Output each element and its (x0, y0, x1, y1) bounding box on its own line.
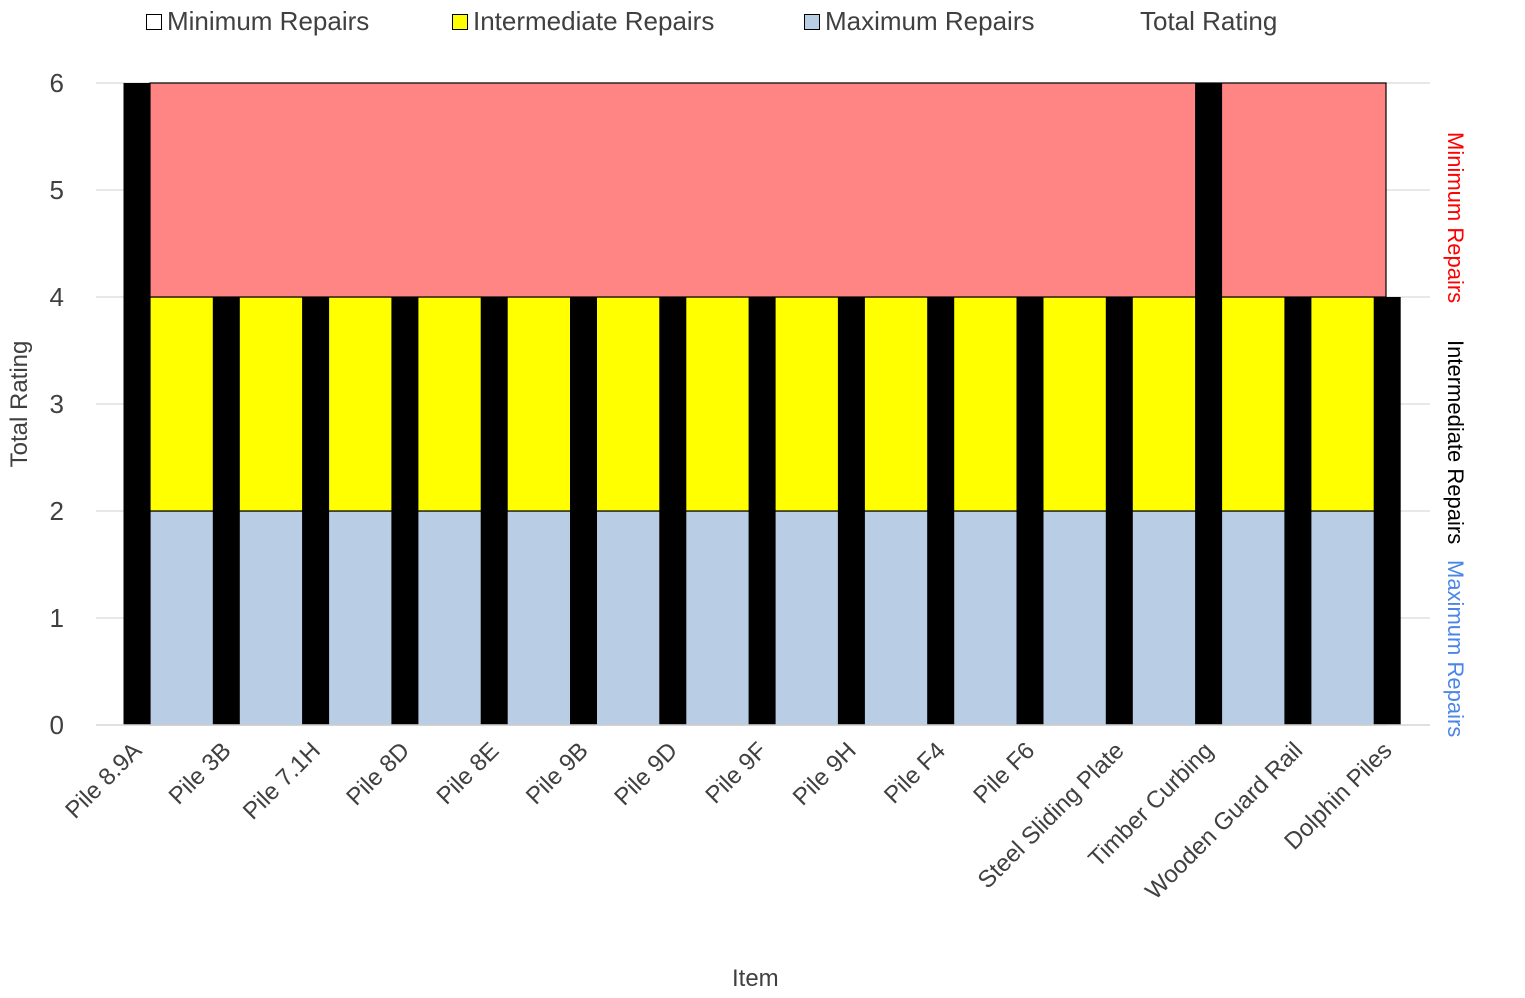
legend-swatch-intermediate (452, 13, 468, 30)
legend-item-total: Total Rating (1140, 6, 1277, 37)
x-tick-label: Pile 3B (164, 737, 237, 810)
x-tick-label: Pile 9H (788, 737, 862, 811)
bar-total-rating (659, 297, 687, 725)
x-tick-label: Wooden Guard Rail (1140, 737, 1308, 905)
x-tick-label: Pile 9B (521, 737, 594, 810)
bar-total-rating (1105, 297, 1133, 725)
zone-label-maximum-line2: Repairs (1443, 661, 1468, 738)
legend-swatch-minimum (146, 13, 162, 30)
legend-item-intermediate: Intermediate Repairs (452, 6, 714, 37)
zone-label-intermediate: Intermediate Repairs (1440, 340, 1470, 544)
bar-total-rating (391, 297, 419, 725)
y-tick-label: 1 (50, 603, 64, 633)
legend-label-minimum: Minimum Repairs (167, 6, 370, 36)
y-tick-label: 3 (50, 389, 64, 419)
legend-item-minimum: Minimum Repairs (146, 6, 369, 37)
x-tick-label: Pile 9F (700, 737, 772, 809)
zone-label-minimum-line1: Minimum (1443, 132, 1468, 222)
legend-label-total: Total Rating (1140, 6, 1278, 36)
total-rating-bars (123, 83, 1401, 725)
legend-swatch-maximum (804, 13, 820, 30)
bar-total-rating (1373, 297, 1401, 725)
zone-label-maximum: Maximum Repairs (1440, 560, 1470, 737)
bar-total-rating (123, 83, 151, 725)
bar-total-rating (1284, 297, 1312, 725)
x-tick-label: Pile 8D (341, 737, 415, 811)
y-tick-label: 6 (50, 68, 64, 98)
bar-total-rating (1195, 83, 1223, 725)
legend-label-maximum: Maximum Repairs (825, 6, 1035, 36)
zone-label-minimum: Minimum Repairs (1440, 132, 1470, 303)
x-tick-label: Pile 7.1H (238, 737, 326, 825)
bar-total-rating (570, 297, 597, 725)
x-tick-label: Pile 8E (432, 737, 505, 810)
zone-label-minimum-line2: Repairs (1443, 227, 1468, 304)
y-tick-label: 0 (50, 710, 64, 740)
y-axis-ticks: 0 1 2 3 4 5 6 (50, 68, 64, 740)
bar-total-rating (927, 297, 955, 725)
zone-label-maximum-line1: Maximum (1443, 560, 1468, 656)
x-tick-label: Pile 8.9A (60, 737, 147, 824)
x-axis-title: Item (732, 965, 779, 992)
y-tick-label: 4 (50, 282, 64, 312)
bar-total-rating (1016, 297, 1044, 725)
bar-total-rating (837, 297, 865, 725)
x-tick-label: Pile 9D (609, 737, 683, 811)
zone-label-intermediate-line1: Intermediate (1443, 340, 1468, 463)
bar-total-rating (212, 297, 240, 725)
legend: Minimum Repairs Intermediate Repairs Max… (0, 6, 1525, 40)
legend-item-maximum: Maximum Repairs (804, 6, 1035, 37)
bar-total-rating (302, 297, 330, 725)
x-tick-label: Pile F4 (879, 737, 951, 809)
legend-label-intermediate: Intermediate Repairs (473, 6, 715, 36)
bar-total-rating (748, 297, 776, 725)
bar-total-rating (480, 297, 508, 725)
band-minimum-repairs (149, 82, 1387, 298)
x-tick-label: Pile F6 (968, 737, 1040, 809)
y-tick-label: 2 (50, 496, 64, 526)
y-axis-title: Total Rating (6, 340, 33, 468)
zone-label-intermediate-line2: Repairs (1443, 468, 1468, 545)
x-axis-ticks: Pile 8.9A Pile 3B Pile 7.1H Pile 8D Pile 8E P… (60, 737, 1397, 905)
y-tick-label: 5 (50, 175, 64, 205)
